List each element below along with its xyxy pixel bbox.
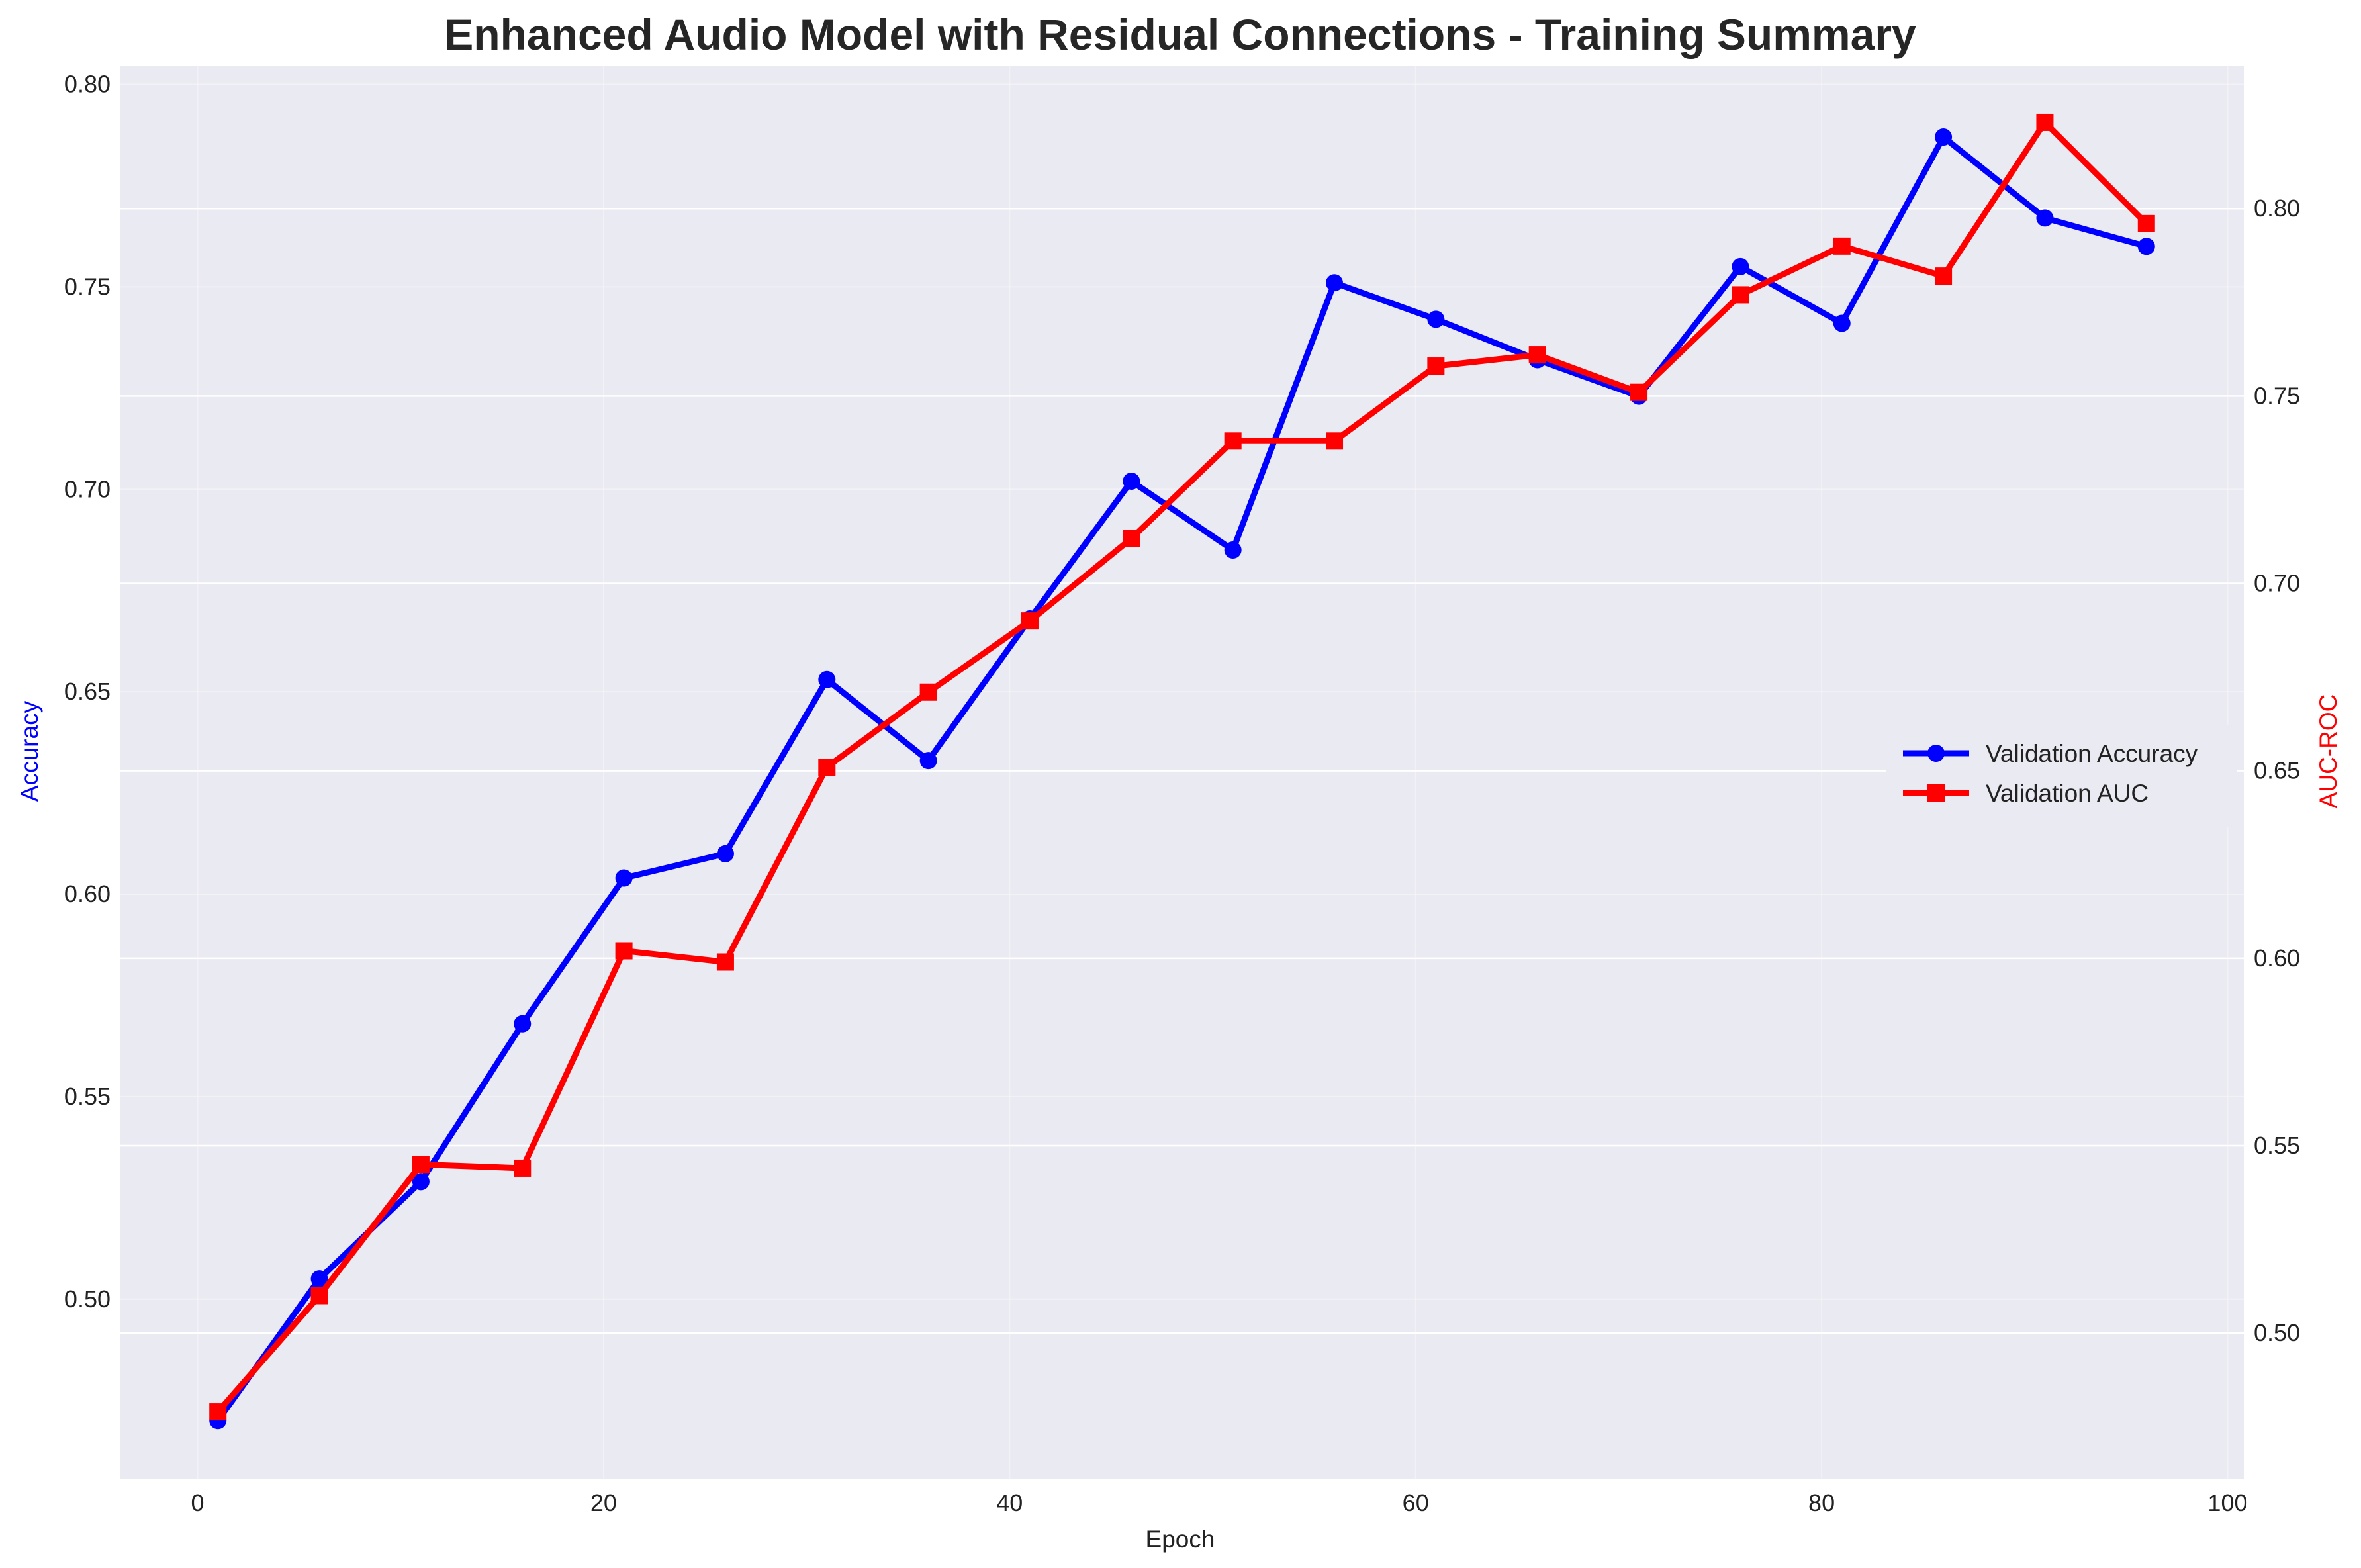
x-tick-label: 100 (2207, 1489, 2247, 1516)
y2-axis-label: AUC-ROC (2315, 694, 2342, 809)
x-tick-label: 20 (590, 1489, 617, 1516)
data-point-accuracy (1427, 310, 1445, 328)
legend-label-accuracy: Validation Accuracy (1986, 740, 2198, 767)
data-point-accuracy (818, 670, 836, 688)
data-point-accuracy (1732, 257, 1749, 275)
y-axis-right: 0.50 0.55 0.60 0.65 0.70 0.75 0.80 (2254, 195, 2300, 1346)
y-axis-label: Accuracy (16, 700, 43, 802)
data-point-auc (1123, 530, 1140, 547)
data-point-auc (1427, 357, 1445, 375)
data-point-auc (615, 942, 633, 960)
data-point-auc (1630, 383, 1648, 401)
x-axis-label: Epoch (1146, 1526, 1215, 1553)
data-point-accuracy (1833, 314, 1851, 332)
y2-tick-label: 0.80 (2254, 195, 2300, 222)
data-point-accuracy (2036, 209, 2054, 227)
y-tick-label: 0.65 (64, 678, 111, 705)
data-point-auc (1326, 432, 1344, 450)
data-point-accuracy (1935, 128, 1953, 146)
data-point-auc (2036, 113, 2054, 131)
y-axis-left: 0.50 0.55 0.60 0.65 0.70 0.75 0.80 (64, 71, 111, 1313)
data-point-accuracy (412, 1173, 430, 1191)
data-point-accuracy (1123, 473, 1140, 490)
legend-label-auc: Validation AUC (1986, 780, 2149, 807)
y2-tick-label: 0.60 (2254, 945, 2300, 972)
data-point-accuracy (919, 752, 937, 770)
y2-tick-label: 0.65 (2254, 757, 2300, 784)
data-point-auc (716, 953, 734, 971)
y2-tick-label: 0.50 (2254, 1319, 2300, 1346)
data-point-auc (514, 1159, 532, 1177)
y2-tick-label: 0.75 (2254, 382, 2300, 409)
data-point-accuracy (1224, 541, 1242, 559)
y-tick-label: 0.60 (64, 880, 111, 907)
data-point-auc (310, 1287, 328, 1305)
x-tick-label: 80 (1808, 1489, 1835, 1516)
chart-title: Enhanced Audio Model with Residual Conne… (444, 10, 1916, 59)
data-point-auc (412, 1156, 430, 1174)
x-axis: 0 20 40 60 80 100 (191, 1489, 2248, 1516)
data-point-accuracy (514, 1015, 532, 1033)
legend-marker-accuracy (1927, 745, 1945, 762)
data-point-auc (2137, 214, 2155, 232)
x-tick-label: 40 (996, 1489, 1023, 1516)
series-line-accuracy (214, 134, 2150, 1424)
x-tick-label: 0 (191, 1489, 205, 1516)
data-point-accuracy (2137, 238, 2155, 255)
data-point-accuracy (615, 869, 633, 887)
y-tick-label: 0.50 (64, 1285, 111, 1313)
data-point-auc (1732, 286, 1749, 304)
legend: Validation Accuracy Validation AUC (1886, 725, 2237, 827)
data-point-auc (209, 1403, 227, 1421)
data-point-auc (818, 759, 836, 776)
legend-marker-auc (1927, 784, 1945, 802)
data-point-accuracy (310, 1270, 328, 1288)
series-layer (209, 113, 2155, 1430)
data-point-auc (1021, 612, 1039, 630)
data-point-auc (919, 683, 937, 701)
legend-box (1886, 725, 2237, 827)
data-point-auc (1935, 267, 1953, 285)
y-tick-label: 0.75 (64, 273, 111, 300)
data-point-accuracy (716, 845, 734, 862)
y2-tick-label: 0.55 (2254, 1132, 2300, 1159)
y-tick-label: 0.55 (64, 1083, 111, 1110)
y2-tick-label: 0.70 (2254, 570, 2300, 597)
series-line-auc (214, 119, 2150, 1415)
y-tick-label: 0.80 (64, 71, 111, 98)
data-point-auc (1528, 346, 1546, 364)
x-tick-label: 60 (1403, 1489, 1429, 1516)
data-point-auc (1833, 237, 1851, 255)
data-point-auc (1224, 432, 1242, 450)
data-point-accuracy (1326, 274, 1344, 292)
y-tick-label: 0.70 (64, 475, 111, 502)
